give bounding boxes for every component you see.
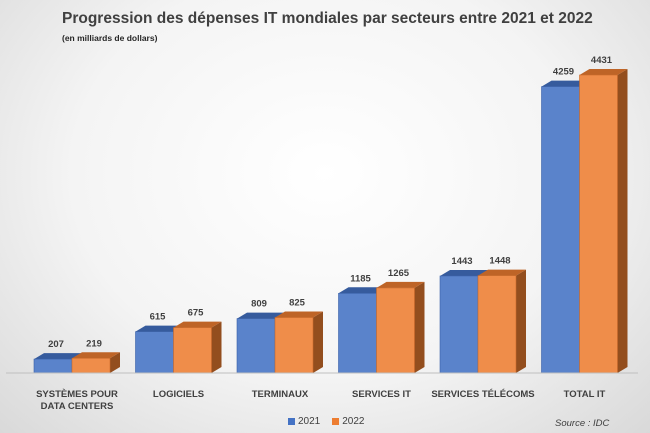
data-label-2022-4: 1265 (388, 268, 410, 279)
data-label-2022-6: 4431 (591, 55, 613, 66)
bar-side (617, 69, 628, 373)
data-label-2022-3: 825 (289, 298, 306, 309)
data-label-2022-2: 675 (188, 308, 205, 319)
category-label-5: SERVICES TÉLÉCOMS (431, 389, 534, 400)
legend-swatch-2021 (288, 418, 295, 425)
data-label-2021-2: 615 (150, 312, 167, 323)
chart-subtitle: (en milliards de dollars) (62, 33, 158, 43)
bar-top (541, 80, 590, 87)
legend-swatch-2022 (332, 418, 340, 425)
bar-top (478, 269, 526, 276)
bar-side (313, 311, 323, 373)
bar-2022-4 (376, 281, 425, 374)
data-label-2021-1: 207 (48, 339, 64, 350)
bar-top (376, 281, 425, 288)
bar-front (439, 275, 479, 374)
bar-front (135, 331, 174, 374)
bar-top (275, 311, 323, 318)
data-label-2021-5: 1443 (451, 256, 472, 267)
bar-side (516, 269, 526, 373)
bar-front (71, 357, 111, 374)
bar-side (211, 321, 222, 373)
bar-front (338, 293, 377, 374)
bar-front (173, 327, 212, 374)
category-label-6: TOTAL IT (564, 389, 606, 400)
bar-side (110, 352, 120, 373)
bar-top (338, 287, 387, 294)
bar-front (541, 86, 580, 374)
bar-front (33, 358, 73, 374)
bar-front (376, 287, 415, 374)
bar-front (236, 318, 276, 374)
bar-2022-5 (477, 269, 526, 374)
bars-group (33, 69, 628, 374)
bar-top (34, 353, 82, 360)
legend-label-2022: 2022 (342, 416, 365, 427)
bar-top (72, 352, 120, 359)
bar-side (414, 281, 425, 373)
bar-2022-3 (274, 311, 323, 374)
legend-item-2022: 2022 (332, 416, 365, 427)
legend-item-2021: 2021 (288, 416, 320, 427)
bar-2022-2 (173, 321, 222, 374)
data-label-2021-6: 4259 (553, 67, 574, 78)
bar-front (579, 74, 618, 374)
data-label-2021-4: 1185 (350, 273, 371, 284)
bar-2022-1 (71, 352, 120, 374)
category-label-4: SERVICES IT (352, 389, 411, 400)
data-label-2021-3: 809 (251, 299, 267, 310)
category-label-2: LOGICIELS (153, 389, 204, 400)
bar-top (135, 325, 184, 332)
legend-label-2021: 2021 (298, 416, 321, 427)
source-note: Source : IDC (555, 418, 610, 429)
bar-top (237, 312, 285, 319)
legend: 2021 2022 (288, 416, 371, 427)
bar-front (274, 317, 314, 374)
bar-top (579, 69, 628, 75)
category-label-1-line-1: SYSTÈMES POUR (36, 389, 118, 400)
data-label-2022-1: 219 (86, 338, 102, 349)
category-label-3: TERMINAUX (252, 389, 309, 400)
bar-2022-6 (579, 69, 628, 374)
bar-top (440, 269, 488, 276)
bar-front (477, 275, 517, 374)
bar-top (173, 321, 222, 328)
category-label-1-line-2: DATA CENTERS (41, 401, 114, 412)
chart-title: Progression des dépenses IT mondiales pa… (62, 10, 593, 27)
data-label-2022-5: 1448 (489, 256, 510, 267)
